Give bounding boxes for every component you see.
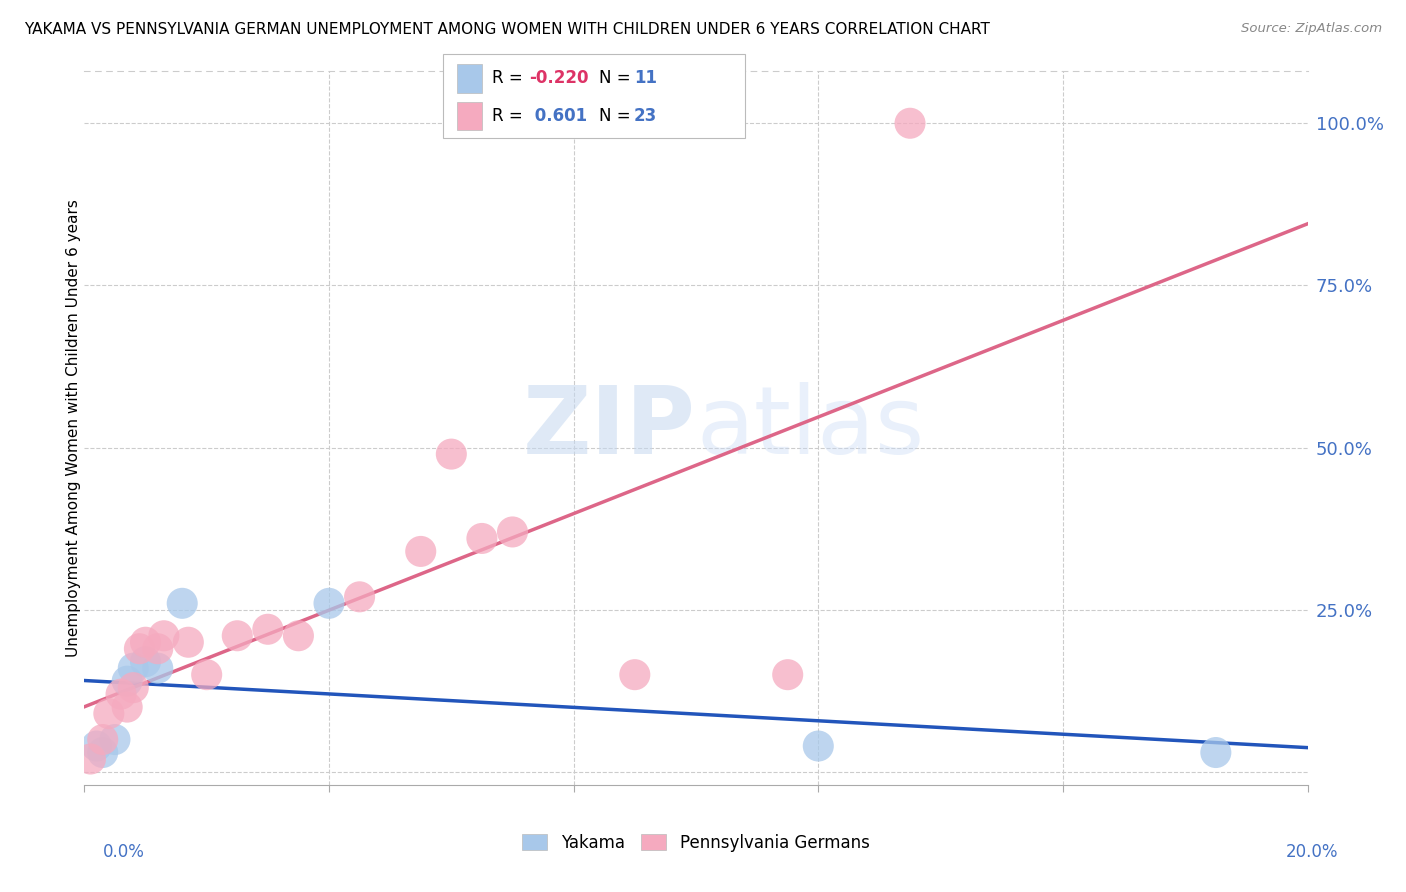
Text: R =: R = xyxy=(492,107,529,125)
Point xyxy=(79,752,101,766)
Text: -0.220: -0.220 xyxy=(529,70,588,87)
Point xyxy=(287,629,309,643)
Point xyxy=(898,116,921,130)
Point xyxy=(146,641,169,656)
Point xyxy=(226,629,249,643)
Point xyxy=(97,706,120,721)
Point xyxy=(153,629,176,643)
Point xyxy=(128,641,150,656)
Text: R =: R = xyxy=(492,70,529,87)
Point xyxy=(110,687,132,701)
Text: N =: N = xyxy=(599,107,636,125)
Point xyxy=(172,596,194,610)
Text: YAKAMA VS PENNSYLVANIA GERMAN UNEMPLOYMENT AMONG WOMEN WITH CHILDREN UNDER 6 YEA: YAKAMA VS PENNSYLVANIA GERMAN UNEMPLOYME… xyxy=(24,22,990,37)
Point xyxy=(146,661,169,675)
Point xyxy=(86,739,108,753)
Point xyxy=(177,635,200,649)
Y-axis label: Unemployment Among Women with Children Under 6 years: Unemployment Among Women with Children U… xyxy=(66,199,80,657)
Text: 0.601: 0.601 xyxy=(529,107,586,125)
Point xyxy=(502,524,524,539)
Point xyxy=(122,661,145,675)
Text: 23: 23 xyxy=(634,107,658,125)
Legend: Yakama, Pennsylvania Germans: Yakama, Pennsylvania Germans xyxy=(516,828,876,859)
Text: 20.0%: 20.0% xyxy=(1286,843,1339,861)
Point xyxy=(135,635,157,649)
Point xyxy=(807,739,830,753)
Point xyxy=(409,544,432,558)
Text: N =: N = xyxy=(599,70,636,87)
Point xyxy=(1205,746,1227,760)
Point xyxy=(776,667,799,681)
Point xyxy=(91,746,114,760)
Point xyxy=(349,590,371,604)
Text: atlas: atlas xyxy=(696,382,924,475)
Text: Source: ZipAtlas.com: Source: ZipAtlas.com xyxy=(1241,22,1382,36)
Point xyxy=(122,681,145,695)
Point xyxy=(115,674,138,689)
Text: 0.0%: 0.0% xyxy=(103,843,145,861)
Point xyxy=(104,732,127,747)
Point xyxy=(135,655,157,669)
Text: 11: 11 xyxy=(634,70,657,87)
Point xyxy=(195,667,218,681)
Point xyxy=(115,700,138,714)
Point xyxy=(471,532,494,546)
Point xyxy=(91,732,114,747)
Text: ZIP: ZIP xyxy=(523,382,696,475)
Point xyxy=(440,447,463,461)
Point xyxy=(318,596,340,610)
Point xyxy=(624,667,647,681)
Point xyxy=(257,622,280,636)
